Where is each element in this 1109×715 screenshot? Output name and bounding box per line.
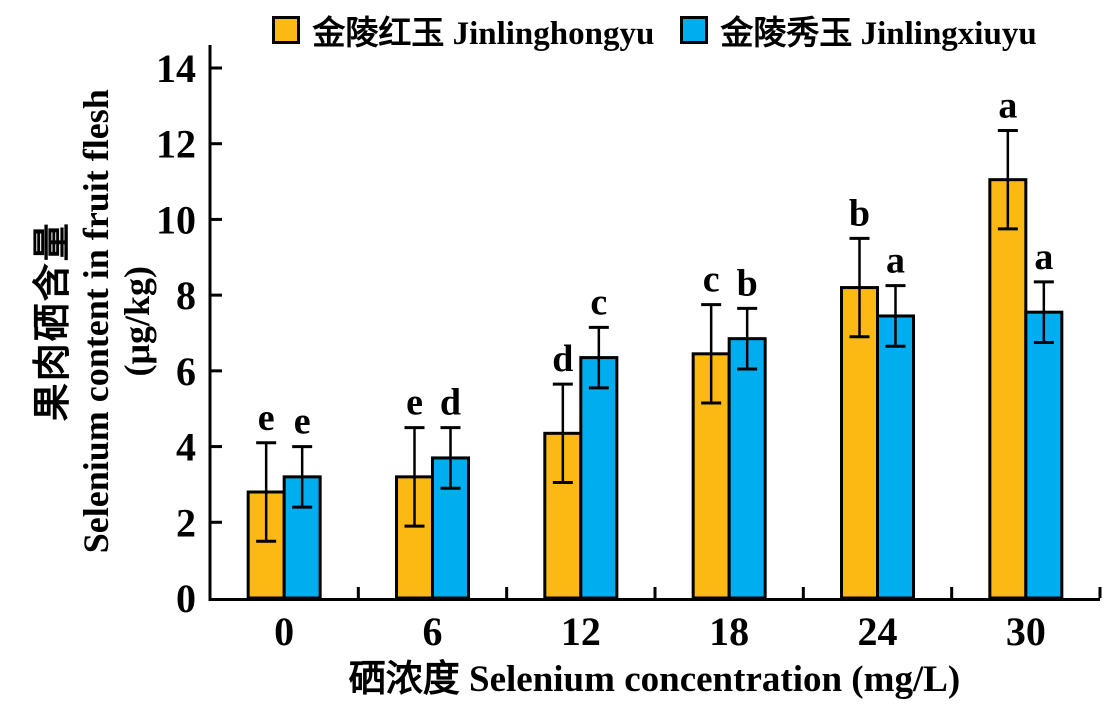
x-tick-label: 0 — [274, 609, 294, 654]
sig-letter-jinlingxiuyu-12: c — [590, 281, 607, 323]
sig-letter-jinlingxiuyu-30: a — [1034, 236, 1053, 278]
legend-item-jinlinghongyu: 金陵红玉 Jinlinghongyu — [272, 6, 654, 54]
legend-swatch-jinlingxiuyu-icon — [680, 16, 709, 44]
sig-letter-jinlinghongyu-0: e — [258, 397, 275, 439]
sig-letter-jinlinghongyu-6: e — [406, 382, 423, 424]
bar-jinlingxiuyu-18 — [727, 337, 767, 600]
sig-letter-jinlinghongyu-24: b — [849, 192, 870, 234]
bar-jinlinghongyu-30 — [988, 178, 1028, 600]
y-tick-label: 2 — [176, 500, 196, 545]
sig-letter-jinlingxiuyu-18: b — [737, 262, 758, 304]
y-tick-label: 14 — [156, 46, 196, 91]
legend-swatch-jinlinghongyu-icon — [272, 16, 301, 44]
sig-letter-jinlingxiuyu-6: d — [440, 382, 461, 424]
y-tick-label: 12 — [156, 122, 196, 167]
y-tick-label: 8 — [176, 273, 196, 318]
sig-letter-jinlinghongyu-18: c — [703, 259, 720, 301]
bar-jinlingxiuyu-12 — [579, 356, 619, 600]
y-tick-label: 0 — [176, 576, 196, 621]
x-tick-label: 12 — [561, 609, 601, 654]
legend-item-jinlingxiuyu: 金陵秀玉 Jinlingxiuyu — [680, 6, 1037, 54]
legend: 金陵红玉 Jinlinghongyu 金陵秀玉 Jinlingxiuyu — [200, 6, 1109, 54]
x-tick-label: 6 — [423, 609, 443, 654]
x-tick-label: 24 — [858, 609, 898, 654]
sig-letter-jinlingxiuyu-0: e — [294, 401, 311, 443]
legend-label-jinlinghongyu: 金陵红玉 Jinlinghongyu — [312, 16, 655, 52]
y-tick-label: 4 — [176, 425, 196, 470]
legend-label-jinlingxiuyu: 金陵秀玉 Jinlingxiuyu — [720, 16, 1037, 52]
y-tick-label: 6 — [176, 349, 196, 394]
x-tick-label: 30 — [1006, 609, 1046, 654]
bar-jinlinghongyu-6 — [395, 475, 434, 600]
sig-letter-jinlinghongyu-30: a — [998, 84, 1017, 126]
y-tick-label: 10 — [156, 197, 196, 242]
x-tick-label: 18 — [709, 609, 749, 654]
x-axis-title: 硒浓度 Selenium concentration (mg/L) — [348, 659, 961, 700]
sig-letter-jinlinghongyu-12: d — [552, 338, 573, 380]
sig-letter-jinlingxiuyu-24: a — [886, 240, 905, 282]
bar-jinlingxiuyu-30 — [1024, 310, 1064, 600]
bar-jinlingxiuyu-24 — [876, 314, 915, 600]
